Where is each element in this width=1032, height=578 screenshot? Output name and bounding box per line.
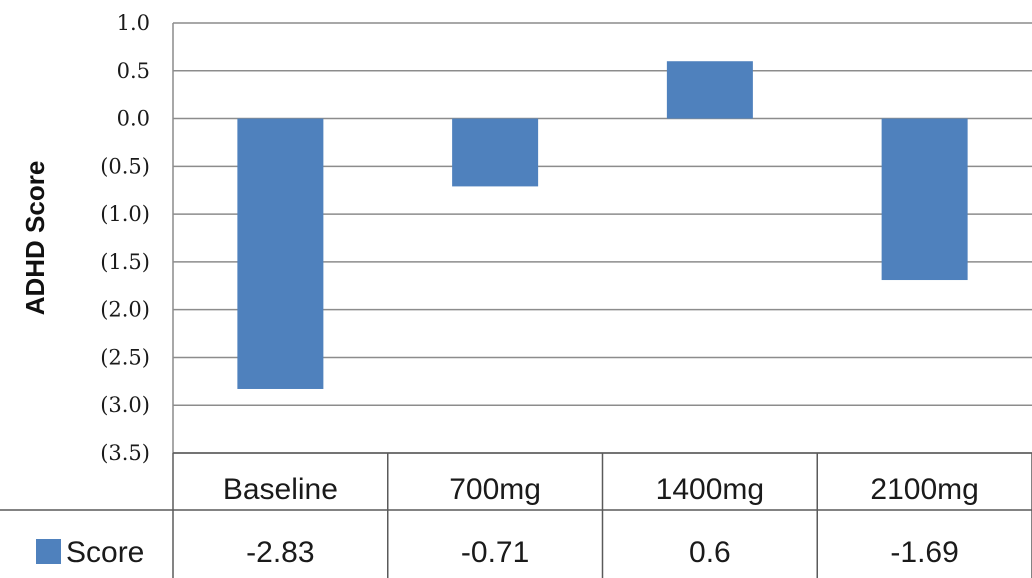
y-tick-label: (3.5) [100,441,150,465]
data-label: 0.6 [689,536,731,569]
category-label: 2100mg [870,473,978,506]
bar [237,118,324,389]
category-label: 1400mg [656,473,764,506]
legend-key [36,539,61,564]
bar [881,118,968,281]
y-tick-label: 0.0 [117,107,150,131]
y-tick-label: 1.0 [117,11,150,35]
bar [452,118,539,187]
y-axis-title-group: ADHD Score [20,161,50,316]
y-tick-label: (2.0) [100,298,150,322]
category-label: Baseline [223,473,338,506]
bar [666,61,753,119]
bars [237,61,968,389]
y-tick-label: 0.5 [117,59,150,83]
data-table: Baseline 700mg 1400mg 2100mg Score -2.83 -0.71… [0,452,1032,578]
y-tick-label: (0.5) [100,154,150,178]
y-axis-title: ADHD Score [20,161,50,316]
y-tick-label: (1.0) [100,202,150,226]
data-label: -2.83 [246,536,314,569]
y-tick-label: (1.5) [100,250,150,274]
series-name: Score [66,536,144,569]
data-label: -0.71 [461,536,529,569]
data-label: -1.69 [890,536,958,569]
y-tick-label: (2.5) [100,345,150,369]
category-label: 700mg [449,473,541,506]
y-tick-label: (3.0) [100,393,150,417]
y-axis-tick-labels: 1.0 0.5 0.0 (0.5) (1.0) (1.5) (2.0) (2.5) (3.0) (… [100,11,150,465]
